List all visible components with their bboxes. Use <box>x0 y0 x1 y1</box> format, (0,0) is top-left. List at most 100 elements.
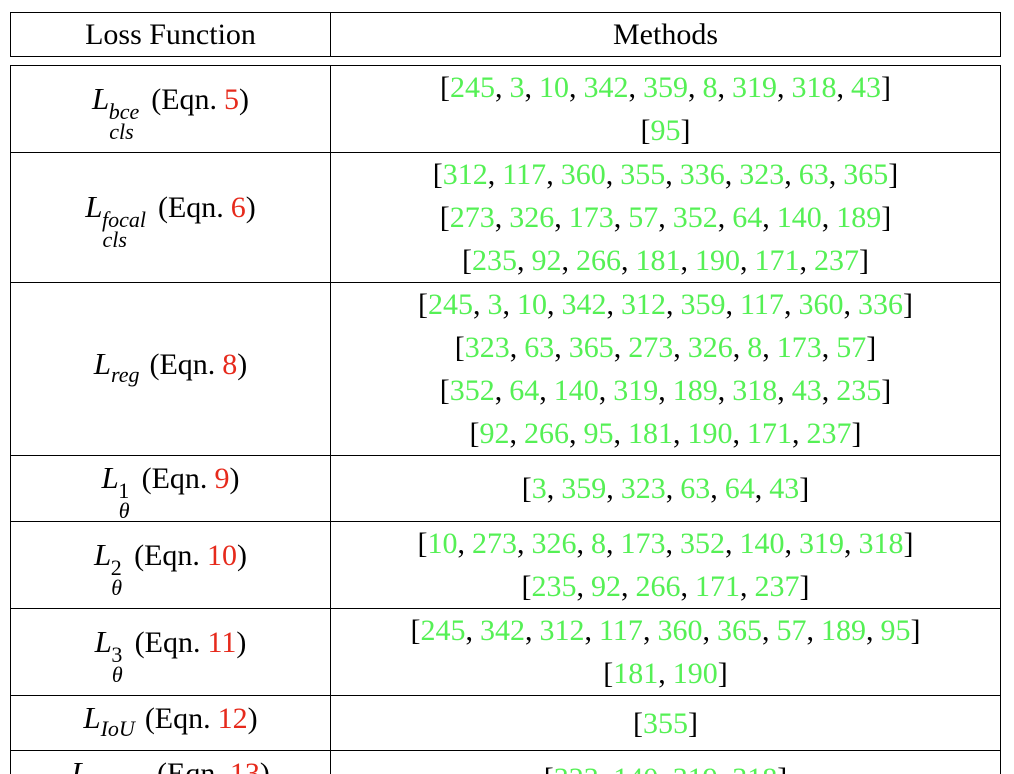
citation: 312 <box>539 614 585 647</box>
citation: 312 <box>621 288 667 321</box>
eqn-number: 13 <box>229 757 260 774</box>
citation: 92 <box>591 570 621 603</box>
citation: 57 <box>628 201 659 234</box>
citation: 43 <box>851 71 881 104</box>
subscript: cls <box>102 227 127 252</box>
eqn-open: (Eqn. <box>157 191 224 224</box>
separator: , <box>495 71 503 104</box>
separator: , <box>613 201 622 234</box>
eqn-open: (Eqn. <box>134 625 201 659</box>
separator: , <box>732 417 741 450</box>
eqn-close: ) <box>239 82 250 116</box>
eqn-open: (Eqn. <box>157 757 223 774</box>
citation: 360 <box>657 614 703 647</box>
citation: 8 <box>747 331 763 364</box>
separator: , <box>777 71 785 104</box>
citation: 181 <box>635 244 681 277</box>
citation: 190 <box>687 417 733 450</box>
separator: , <box>821 201 830 234</box>
bracket-close: ] <box>910 614 921 647</box>
script-stack: focal cls <box>102 209 146 252</box>
citation: 312 <box>442 158 488 191</box>
eqn-close: ) <box>229 462 240 495</box>
citation: 326 <box>687 331 733 364</box>
citation: 117 <box>740 288 784 321</box>
citation: 173 <box>776 331 822 364</box>
citation: 323 <box>464 331 510 364</box>
separator: , <box>806 614 814 647</box>
separator: , <box>517 244 525 277</box>
separator: , <box>509 417 518 450</box>
separator: , <box>673 331 681 364</box>
bracket-open: [ <box>418 288 429 321</box>
separator: , <box>673 417 681 450</box>
citation: 318 <box>858 527 904 560</box>
equation-ref: (Eqn. 12) <box>145 702 258 735</box>
separator: , <box>724 158 733 191</box>
separator: , <box>606 472 614 505</box>
citation: 336 <box>857 288 903 321</box>
header-cell: Methods <box>330 12 1001 57</box>
separator: , <box>783 288 792 321</box>
citation: 266 <box>576 244 621 277</box>
citation: 235 <box>531 570 577 603</box>
citation-line: [352, 64, 140, 319, 189, 318, 43, 235] <box>331 369 1000 412</box>
citation: 181 <box>613 657 659 690</box>
separator: , <box>680 244 689 277</box>
superscript: 3 <box>111 641 123 667</box>
citation: 273 <box>472 527 517 560</box>
separator: , <box>865 614 874 647</box>
citation: 336 <box>679 158 725 191</box>
separator: , <box>717 374 726 407</box>
bracket-open: [ <box>439 374 450 407</box>
separator: , <box>487 158 496 191</box>
bracket-close: ] <box>881 71 891 104</box>
bracket-open: [ <box>439 201 450 234</box>
separator: , <box>524 71 533 104</box>
separator: , <box>821 331 830 364</box>
bracket-open: [ <box>521 570 532 603</box>
eqn-number: 6 <box>230 191 246 224</box>
citation: 95 <box>650 114 681 147</box>
citation: 266 <box>524 417 569 450</box>
separator: , <box>836 71 845 104</box>
citation: 365 <box>716 614 762 647</box>
citation-line: [245, 342, 312, 117, 360, 365, 57, 189, 95] <box>331 609 1000 652</box>
citation: 171 <box>754 244 800 277</box>
separator: , <box>642 614 651 647</box>
header-cell: Loss Function <box>10 12 331 57</box>
bracket-close: ] <box>866 331 877 364</box>
citation: 117 <box>502 158 547 191</box>
citation: 245 <box>450 71 495 104</box>
bracket-close: ] <box>851 417 862 450</box>
separator: , <box>777 374 785 407</box>
bracket-close: ] <box>680 114 691 147</box>
subscript: corner <box>88 771 147 774</box>
subscript: θ <box>118 498 130 523</box>
separator: , <box>621 570 629 603</box>
bracket-open: [ <box>521 472 532 505</box>
citation: 64 <box>724 472 755 505</box>
separator: , <box>821 374 830 407</box>
separator: , <box>576 527 585 560</box>
separator: , <box>606 527 614 560</box>
separator: , <box>666 288 674 321</box>
separator: , <box>665 472 674 505</box>
bracket-close: ] <box>888 158 899 191</box>
citation: 117 <box>599 614 643 647</box>
bracket-open: [ <box>462 244 472 277</box>
separator: , <box>598 374 607 407</box>
citation: 245 <box>428 288 474 321</box>
subscript: reg <box>110 362 140 387</box>
eqn-open: (Eqn. <box>151 82 218 116</box>
superscript: 1 <box>118 478 130 503</box>
citation: 319 <box>799 527 844 560</box>
citation-line: [3, 359, 323, 63, 64, 43] <box>331 467 1000 510</box>
citation: 237 <box>806 417 852 450</box>
citation: 64 <box>732 201 763 234</box>
separator: , <box>457 527 466 560</box>
citation: 352 <box>672 201 718 234</box>
